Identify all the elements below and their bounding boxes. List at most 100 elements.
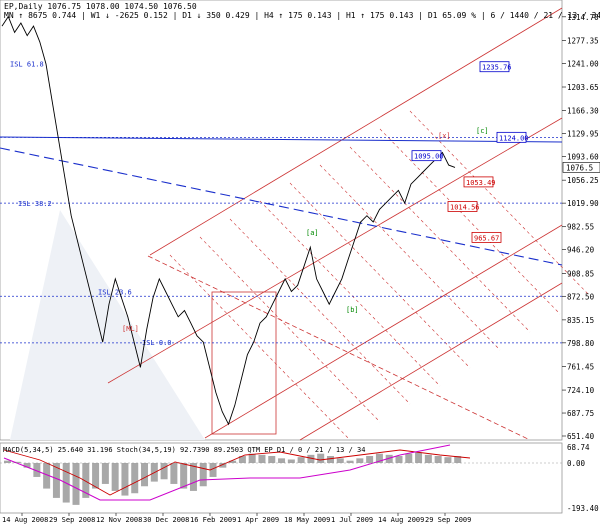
price-tag-label: 1235.76 [482,64,512,72]
macd-bar [287,459,295,463]
fib-grid-line [319,164,501,351]
macd-bar [424,454,432,463]
price-tag-box [471,231,502,243]
isl-label: ISL 23.6 [98,289,132,297]
indicator-tick-label: 0.00 [567,459,586,468]
chart-header-line2: MN ↑ 8675 0.744 | W1 ↓ -2625 0.152 | D1 … [4,11,600,20]
macd-bar [160,462,168,480]
wave-label: [b] [346,306,359,314]
isl-label: ISL 38.2 [18,200,52,208]
macd-bar [248,453,256,463]
price-tick-label: 872.50 [567,292,595,301]
macd-bar [395,456,403,463]
macd-bar [326,456,334,463]
price-tag-label: 965.67 [474,234,499,242]
price-tag-label: 1053.49 [466,179,496,187]
macd-bar [356,458,364,463]
macd-bar [219,462,227,468]
fib-grid-line [169,254,351,441]
macd-bar [33,462,41,477]
price-tick-label: 982.55 [567,223,594,232]
macd-bar [238,456,246,463]
price-tick-label: 1314.70 [567,13,599,22]
isl-label: ISL 0.0 [142,339,172,347]
fib-grid-line [409,110,591,297]
macd-bar [101,462,109,484]
macd-bar [52,462,60,498]
macd-bar [258,454,266,463]
price-tick-label: 761.45 [567,362,594,371]
macd-bar [209,462,217,477]
price-tag-label: 1014.56 [450,204,480,212]
macd-bar [111,462,119,491]
price-tick-label: 1093.60 [567,153,599,162]
date-tick-label: 1 Apr 2009 [237,516,279,524]
wave-labels: [a] [b] [c] [x] [ML] [122,127,489,333]
fib-grid-line [379,128,561,315]
macd-bar [405,453,413,463]
macd-bar [415,452,423,463]
price-tick-label: 1203.65 [567,83,599,92]
wave-label: [ML] [122,325,139,333]
price-tick-label: 946.20 [567,246,595,255]
macd-bar [278,458,286,463]
trendline-solid [0,136,563,143]
fib-grid-line [289,182,471,369]
fib-grid-line [349,146,531,333]
macd-bar [297,457,305,463]
price-tick-label: 1277.35 [567,36,599,45]
date-tick-label: 18 May 2009 [284,516,330,524]
macd-bar [170,462,178,484]
macd-bar [336,458,344,463]
price-axis: 1314.70 1277.35 1241.00 1203.65 1166.30 1129.… [562,13,599,441]
date-tick-label: 14 Aug 2008 [2,516,48,524]
indicator-tick-label: 68.74 [567,443,590,452]
macd-bar [307,454,315,463]
price-tag-box [479,61,510,73]
macd-bar [72,462,80,505]
price-tag-label: 1124.00 [499,134,529,142]
price-tick-label: 798.80 [567,339,595,348]
price-tag-box [463,176,494,188]
price-tag-box [411,150,442,162]
macd-bar [268,456,276,463]
macd-bar [180,462,188,489]
price-tick-label: 1019.90 [567,199,599,208]
macd-bar [375,453,383,463]
date-tick-label: 29 Sep 2009 [425,516,471,524]
price-tick-label: 687.75 [567,409,594,418]
chart-header-line1: EP,Daily 1076.75 1078.00 1074.50 1076.50 [4,2,197,11]
date-tick-label: 12 Nov 2008 [96,516,142,524]
date-tick-label: 14 Aug 2009 [378,516,424,524]
trendline-dashed [0,147,563,266]
macd-bar [434,456,442,463]
date-axis: 14 Aug 2008 29 Sep 2008 12 Nov 2008 30 Dec … [2,513,471,524]
macd-bar [454,456,462,463]
time-box [211,291,277,435]
macd-bar [23,462,31,468]
fib-grid [169,110,591,441]
price-tag-box [447,201,478,212]
pitchfork-channels [107,7,563,441]
date-tick-label: 1 Jul 2009 [331,516,373,524]
macd-bar [366,456,374,463]
price-tick-label: 651.40 [567,432,595,441]
price-tick-label: 835.15 [567,316,594,325]
price-tick-label: 908.85 [567,269,594,278]
macd-bar [43,462,51,489]
price-tag-label: 1095.00 [414,153,444,161]
macd-bar [229,460,237,463]
price-tick-label: 1056.25 [567,176,599,185]
wave-label: [a] [306,229,319,237]
current-price-label: 1076.5 [566,163,593,172]
price-tick-label: 724.10 [567,386,595,395]
indicator-axis: 68.74 0.00 -193.40 [567,443,599,513]
macd-bar [121,462,129,496]
price-series [1,15,456,426]
macd-bar [4,460,11,463]
isl-label: ISL 61.8 [10,60,44,68]
macd-bar [317,453,325,463]
date-tick-label: 16 Feb 2009 [190,516,236,524]
price-tick-label: 1241.00 [567,59,599,68]
